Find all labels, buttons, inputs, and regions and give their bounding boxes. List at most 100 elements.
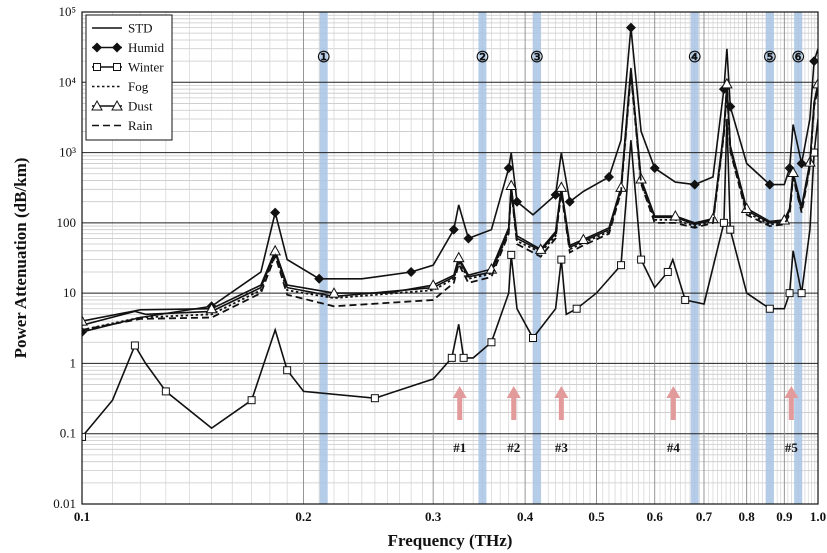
x-tick-label: 0.7 [696, 509, 713, 524]
data-point [113, 63, 121, 71]
legend-label-fog: Fog [128, 79, 149, 94]
data-point [681, 295, 690, 304]
data-point [669, 210, 682, 221]
series-line-winter [82, 118, 818, 438]
y-tick-label: 10⁴ [58, 74, 76, 89]
legend-item-dust: Dust [91, 99, 153, 114]
data-point [463, 233, 474, 244]
data-point [550, 189, 561, 200]
data-point [577, 233, 590, 244]
data-point [112, 42, 122, 53]
legend-label-std: STD [128, 21, 153, 36]
plot-frame [81, 11, 819, 505]
data-point [625, 22, 636, 33]
data-point [637, 255, 646, 264]
data-point [82, 432, 86, 441]
band-label: ③ [530, 50, 543, 66]
data-point [447, 353, 456, 362]
data-point [689, 179, 700, 190]
data-point [797, 289, 806, 298]
band-marker [690, 12, 699, 504]
data-point [512, 196, 523, 207]
legend-label-rain: Rain [128, 118, 153, 133]
data-point [328, 287, 340, 298]
data-point [507, 250, 516, 259]
data-point [93, 63, 101, 71]
data-point [812, 77, 818, 89]
x-tick-label: 1.0 [810, 509, 826, 524]
data-point [787, 166, 799, 178]
legend-item-humid: Humid [92, 40, 165, 55]
annotations: ① ② ③ ④ ⑤ ⑥ #1 #2 #3 #4 #5 [317, 50, 805, 455]
data-point [205, 302, 218, 314]
legend-item-std: STD [92, 21, 153, 36]
data-point [719, 218, 728, 227]
band-marker [478, 12, 487, 504]
y-tick-label: 0.01 [53, 496, 76, 511]
x-tick-label: 0.4 [517, 509, 534, 524]
data-point [459, 353, 468, 362]
data-point [603, 171, 614, 182]
minor-gridlines [82, 12, 818, 504]
data-point [161, 387, 170, 396]
data-point [740, 202, 753, 214]
arrow-label: #2 [507, 440, 520, 455]
data-point [726, 225, 735, 234]
series-winter [82, 118, 818, 441]
legend-label-winter: Winter [128, 60, 164, 75]
series-dust [82, 67, 818, 326]
data-point [649, 163, 660, 174]
series-group [82, 22, 818, 441]
data-point [82, 315, 88, 326]
plot-border [81, 11, 819, 505]
data-point [557, 255, 566, 264]
data-point [130, 341, 139, 350]
data-point [721, 77, 733, 89]
x-axis-title: Frequency (THz) [388, 531, 513, 550]
band-label: ④ [688, 50, 701, 66]
data-point [572, 304, 581, 313]
arrow-label: #1 [453, 440, 466, 455]
data-point [487, 338, 496, 347]
y-tick-label: 10³ [59, 145, 76, 160]
band-marker [532, 12, 541, 504]
band-label: ⑥ [791, 50, 804, 66]
data-point [564, 196, 575, 207]
arrow-marker [452, 386, 467, 420]
data-point [534, 243, 547, 254]
frequency-bands [319, 12, 803, 504]
series-line-dust [82, 67, 818, 322]
legend-item-winter: Winter [92, 60, 164, 75]
data-point [809, 56, 818, 67]
data-point [785, 289, 794, 298]
x-tick-label: 0.2 [295, 509, 311, 524]
x-tick-label: 0.6 [647, 509, 664, 524]
legend: STD Humid Winter Fog Dust Rain [85, 14, 173, 141]
data-point [503, 163, 514, 174]
x-tick-label: 0.9 [776, 509, 793, 524]
data-point [555, 181, 568, 192]
band-label: ② [476, 50, 489, 66]
series-line-rain [82, 74, 818, 331]
x-tick-label: 0.8 [739, 509, 756, 524]
y-tick-label: 1 [70, 355, 77, 370]
x-tick-label: 0.5 [588, 509, 605, 524]
arrow-marker [666, 386, 681, 420]
data-point [764, 179, 775, 190]
data-point [406, 266, 417, 277]
legend-label-dust: Dust [128, 99, 153, 114]
y-tick-label: 10⁵ [58, 4, 76, 19]
arrow-label: #5 [785, 440, 799, 455]
arrow-marker [554, 386, 569, 420]
data-point [247, 396, 256, 405]
data-point [663, 267, 672, 276]
x-tick-label: 0.3 [425, 509, 442, 524]
data-point [796, 158, 807, 169]
band-marker [765, 12, 774, 504]
data-point [370, 394, 379, 403]
series-line-fog [82, 71, 818, 331]
band-label: ⑤ [763, 50, 776, 66]
band-marker [319, 12, 328, 504]
